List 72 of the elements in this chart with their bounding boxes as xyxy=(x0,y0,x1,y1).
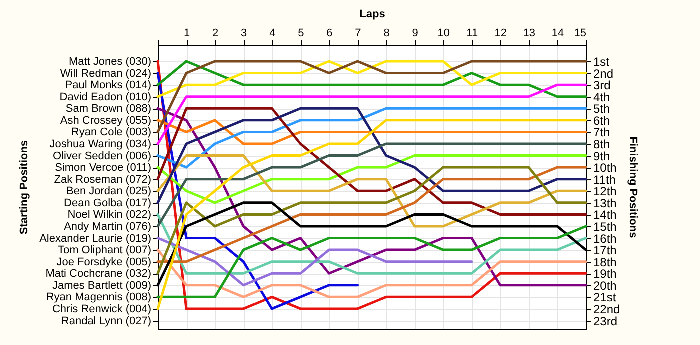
category-label: Will Redman (024) xyxy=(60,68,152,80)
x-axis-title: Laps xyxy=(360,8,386,20)
line-series xyxy=(156,154,588,204)
y2-tick-label: 13th xyxy=(594,196,617,210)
category-label: Tom Oliphant (007) xyxy=(58,244,152,257)
y2-tick-label: 1st xyxy=(594,55,610,69)
y2-tick-label: 17th xyxy=(594,244,617,258)
y2-tick-label: 22nd xyxy=(594,302,620,316)
x-tick-label: 1 xyxy=(184,28,190,40)
y2-tick-label: 11th xyxy=(594,172,616,187)
y2-tick-label: 2nd xyxy=(594,66,614,81)
y2-tick-label: 14th xyxy=(594,208,617,222)
category-label: Paul Monks (014) xyxy=(65,80,152,92)
y2-tick-label: 9th xyxy=(594,149,610,164)
x-tick-label: 7 xyxy=(355,28,362,40)
category-label: Joe Forsdyke (005) xyxy=(56,256,152,268)
x-tick-label: 15 xyxy=(574,28,586,40)
y2-tick-label: 21st xyxy=(594,290,617,305)
text: Starting Positions xyxy=(18,140,31,235)
category-label: Simon Vercoe (011) xyxy=(55,162,152,174)
x-tick-label: 6 xyxy=(326,28,333,40)
x-tick-label: 13 xyxy=(523,28,536,40)
line-series xyxy=(156,107,588,169)
category-label: James Bartlett (009) xyxy=(52,280,152,292)
line-series xyxy=(156,119,588,310)
y2-tick-label: 12th xyxy=(594,184,617,199)
category-label: Noel Wilkin (022) xyxy=(68,209,152,222)
category-label: Andy Martin (076) xyxy=(64,220,152,233)
y2-tick-label: 10th xyxy=(594,161,617,176)
line-series xyxy=(156,237,474,287)
x-tick-label: 3 xyxy=(241,28,248,40)
x-tick-label: 2 xyxy=(212,28,219,40)
category-label: Ash Crossey (055) xyxy=(60,114,152,127)
x-tick-label: 8 xyxy=(384,28,390,40)
y2-tick-label: 8th xyxy=(594,137,610,152)
line-series xyxy=(156,60,588,98)
line-series xyxy=(156,225,588,298)
x-tick-label: 14 xyxy=(552,28,564,40)
category-label: Ben Jordan (025) xyxy=(66,186,152,198)
y2-axis-title: Finishing Positions xyxy=(627,136,640,238)
y2-tick-label: 4th xyxy=(594,90,610,104)
y2-tick-label: 18th xyxy=(594,255,617,270)
line-series xyxy=(156,213,588,275)
category-label: Zak Roseman (072) xyxy=(54,174,152,186)
category-label: Matt Jones (030) xyxy=(68,56,152,68)
category-label: Chris Renwick (004) xyxy=(52,303,152,316)
x-tick-label: 9 xyxy=(412,28,418,40)
category-label: Randal Lynn (027) xyxy=(61,315,152,328)
line-series xyxy=(156,248,588,298)
x-tick-label: 11 xyxy=(466,28,478,40)
category-label: Mati Cochcrane (032) xyxy=(46,268,152,280)
y2-tick-label: 5th xyxy=(594,102,610,116)
y2-tick-label: 23rd xyxy=(594,314,618,328)
category-label: Dean Golba (017) xyxy=(64,197,152,210)
y2-tick-label: 16th xyxy=(594,232,617,246)
x-tick-label: 4 xyxy=(270,28,276,40)
y2-tick-label: 7th xyxy=(594,126,610,140)
y2-tick-label: 3rd xyxy=(594,78,611,93)
x-tick-label: 10 xyxy=(438,28,450,40)
y2-tick-label: 15th xyxy=(594,220,617,234)
x-tick-label: 12 xyxy=(494,28,508,40)
y2-tick-label: 6th xyxy=(594,114,610,128)
x-tick-label: 5 xyxy=(298,28,304,40)
category-label: Alexander Laurie (019) xyxy=(40,232,152,245)
category-label: Ryan Magennis (008) xyxy=(46,292,152,304)
category-label: David Eadon (010) xyxy=(60,91,152,104)
y2-tick-label: 19th xyxy=(594,267,617,282)
category-label: Ryan Cole (003) xyxy=(71,126,152,139)
category-label: Oliver Sedden (006) xyxy=(53,150,152,162)
y2-tick-label: 20th xyxy=(594,278,617,293)
category-label: Sam Brown (088) xyxy=(66,103,152,116)
category-label: Joshua Waring (034) xyxy=(50,138,152,150)
